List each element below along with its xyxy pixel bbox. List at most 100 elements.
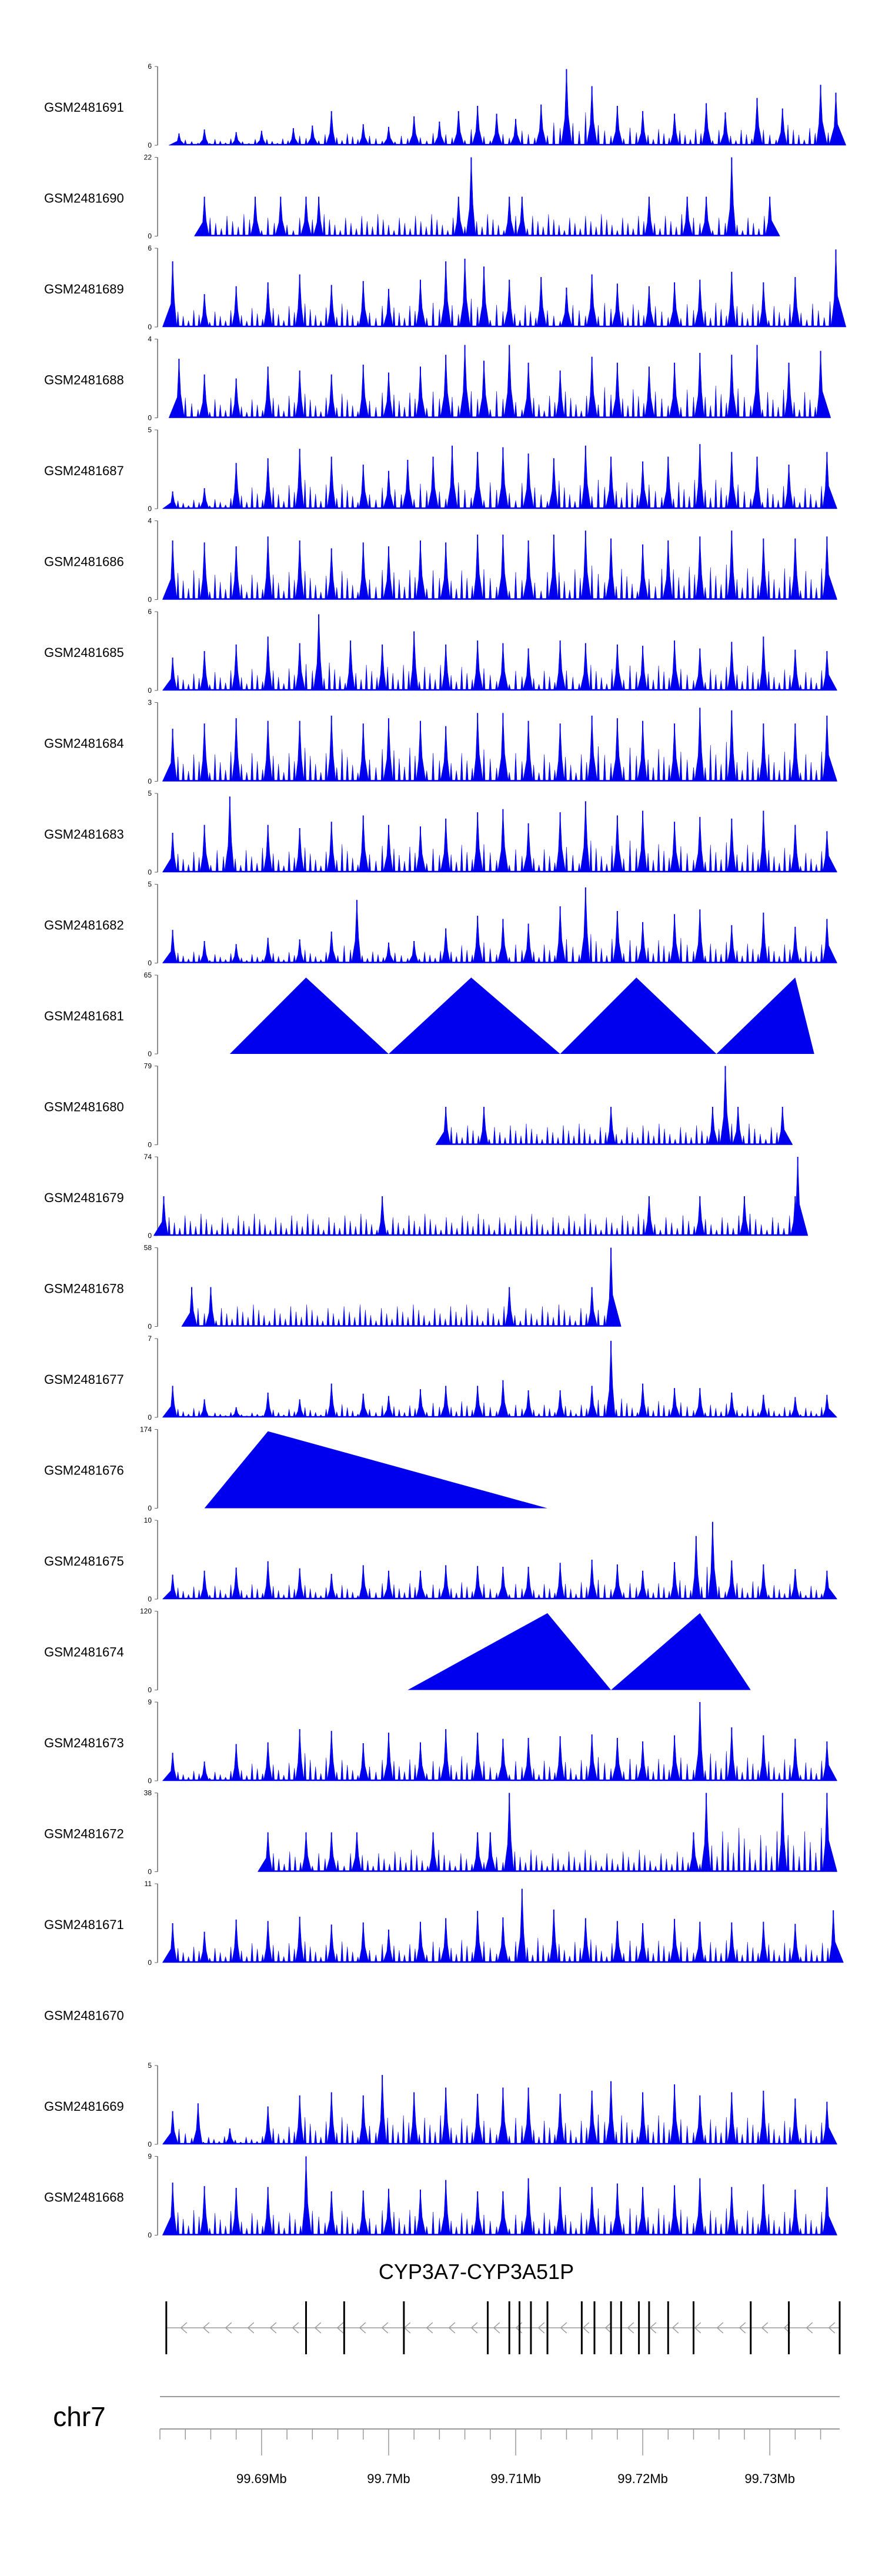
track-label: GSM2481681	[44, 1009, 124, 1023]
track-GSM2481669: GSM2481669 5 0	[44, 2061, 838, 2148]
y-tick-label-max: 79	[144, 1062, 152, 1070]
y-tick-label-max: 5	[148, 789, 152, 798]
x-tick-label: 99.73Mb	[744, 2471, 795, 2486]
track-GSM2481678: GSM2481678 58 0	[44, 1244, 622, 1331]
y-tick-label-zero: 0	[148, 1958, 152, 1967]
y-tick-label-max: 5	[148, 880, 152, 889]
strand-arrow	[180, 2322, 188, 2334]
strand-arrow	[582, 2322, 590, 2334]
strand-arrow	[806, 2322, 813, 2334]
strand-arrow	[671, 2322, 679, 2334]
coverage-area	[162, 1701, 838, 1781]
y-tick-label-zero: 0	[148, 686, 152, 695]
y-tick-label-zero: 0	[148, 323, 152, 331]
y-tick-label-zero: 0	[148, 414, 152, 422]
y-tick-label-zero: 0	[148, 2140, 152, 2148]
chromosome-label: chr7	[53, 2401, 105, 2432]
track-label: GSM2481686	[44, 555, 124, 569]
coverage-area	[168, 345, 831, 418]
track-label: GSM2481685	[44, 645, 124, 660]
track-GSM2481679: GSM2481679 74 0	[44, 1153, 808, 1240]
track-GSM2481690: GSM2481690 22 0	[44, 154, 780, 241]
y-tick-label-max: 10	[144, 1516, 152, 1524]
y-tick-label-zero: 0	[148, 1504, 152, 1513]
track-GSM2481671: GSM2481671 11 0	[44, 1880, 844, 1967]
coverage-area	[169, 69, 847, 146]
y-tick-label-max: 22	[144, 154, 152, 162]
track-GSM2481674: GSM2481674 120 0	[44, 1607, 751, 1694]
track-GSM2481688: GSM2481688 4 0	[44, 335, 831, 422]
y-tick-label-max: 74	[144, 1153, 152, 1161]
coverage-area	[257, 1793, 838, 1872]
y-tick-label-zero: 0	[148, 232, 152, 241]
track-label: GSM2481679	[44, 1190, 124, 1205]
track-GSM2481689: GSM2481689 6 0	[44, 244, 847, 331]
y-tick-label-zero: 0	[148, 141, 152, 149]
strand-arrow	[739, 2322, 746, 2334]
coverage-area	[153, 1156, 808, 1236]
strand-arrow	[649, 2322, 657, 2334]
track-GSM2481668: GSM2481668 9 0	[44, 2153, 838, 2240]
y-tick-label-zero: 0	[148, 959, 152, 967]
track-label: GSM2481674	[44, 1645, 124, 1660]
track-GSM2481673: GSM2481673 9 0	[44, 1698, 838, 1785]
strand-arrow	[470, 2322, 478, 2334]
y-tick-label-zero: 0	[148, 1232, 152, 1240]
strand-arrow	[694, 2322, 701, 2334]
coverage-area	[435, 1066, 793, 1145]
y-tick-label-max: 120	[140, 1607, 152, 1616]
y-tick-label-zero: 0	[148, 1323, 152, 1331]
track-GSM2481685: GSM2481685 6 0	[44, 608, 838, 695]
coverage-peak	[229, 977, 389, 1054]
strand-arrow	[627, 2322, 634, 2334]
y-tick-label-zero: 0	[148, 1686, 152, 1694]
track-label: GSM2481680	[44, 1100, 124, 1115]
strand-arrow	[314, 2322, 322, 2334]
track-label: GSM2481689	[44, 282, 124, 296]
coverage-area	[162, 708, 838, 782]
y-tick-label-zero: 0	[148, 505, 152, 513]
y-tick-label-zero: 0	[148, 1050, 152, 1058]
track-GSM2481686: GSM2481686 4 0	[44, 517, 838, 604]
coverage-area	[162, 444, 838, 509]
y-tick-label-max: 6	[148, 62, 152, 71]
track-GSM2481682: GSM2481682 5 0	[44, 880, 838, 967]
y-tick-label-max: 6	[148, 608, 152, 616]
y-tick-label-zero: 0	[148, 596, 152, 604]
x-tick-label: 99.71Mb	[490, 2471, 541, 2486]
track-label: GSM2481688	[44, 373, 124, 388]
y-tick-label-max: 11	[145, 1880, 152, 1888]
y-tick-label-max: 65	[144, 971, 152, 979]
track-label: GSM2481678	[44, 1282, 124, 1296]
coverage-area	[193, 157, 780, 236]
y-tick-label-max: 6	[148, 244, 152, 252]
track-GSM2481684: GSM2481684 3 0	[44, 699, 838, 786]
coverage-area	[162, 887, 838, 963]
strand-arrow	[247, 2322, 255, 2334]
y-tick-label-max: 3	[148, 699, 152, 707]
track-GSM2481670: GSM2481670	[44, 2008, 124, 2023]
coverage-area	[181, 1247, 622, 1327]
coverage-peak	[716, 977, 814, 1054]
y-tick-label-max: 9	[148, 1698, 152, 1706]
strand-arrow	[716, 2322, 724, 2334]
coverage-area	[162, 614, 838, 691]
track-label: GSM2481682	[44, 918, 124, 933]
track-GSM2481683: GSM2481683 5 0	[44, 789, 838, 876]
genome-axis-track: chr7 99.69Mb 99.7Mb 99.71Mb 99.72Mb 99.73Mb	[53, 2396, 840, 2486]
strand-arrow	[426, 2322, 433, 2334]
strand-arrow	[448, 2322, 456, 2334]
track-GSM2481672: GSM2481672 38 0	[44, 1789, 838, 1876]
track-GSM2481677: GSM2481677 7 0	[44, 1334, 838, 1422]
y-tick-label-zero: 0	[148, 1141, 152, 1149]
coverage-area	[162, 2156, 838, 2235]
x-tick-label: 99.69Mb	[236, 2471, 287, 2486]
coverage-peak	[388, 977, 560, 1054]
coverage-area	[162, 2075, 838, 2145]
coverage-area	[162, 796, 838, 873]
y-tick-label-zero: 0	[148, 1868, 152, 1876]
strand-arrow	[359, 2322, 366, 2334]
track-label: GSM2481670	[44, 2008, 124, 2023]
y-tick-label-zero: 0	[148, 778, 152, 786]
